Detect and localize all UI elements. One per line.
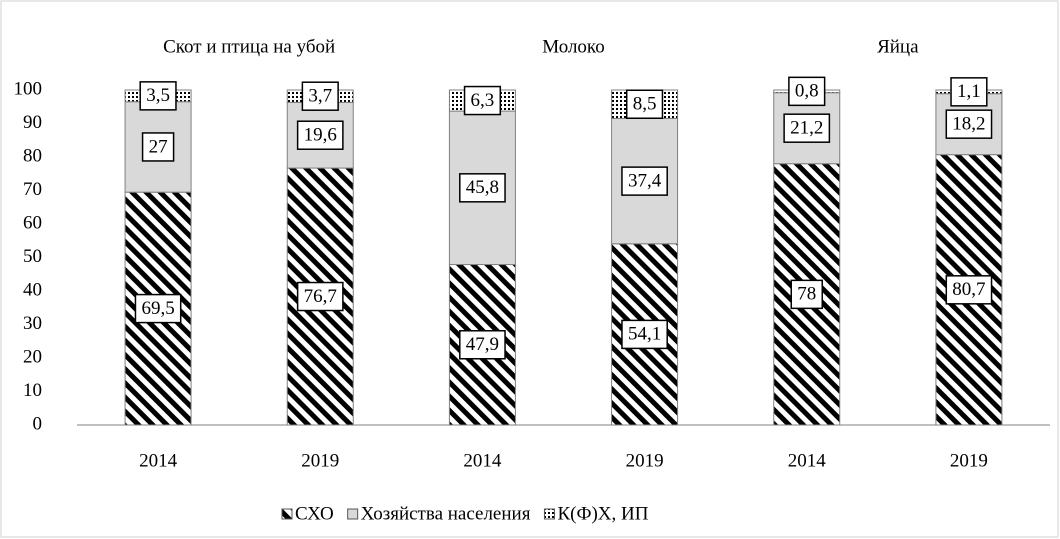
data-label-box: [301, 81, 339, 111]
y-tick-label: 40: [23, 279, 42, 300]
data-label: 45,8: [466, 177, 499, 198]
data-label-box: [625, 89, 664, 119]
data-label-box: [945, 275, 993, 305]
data-label: 27: [149, 136, 168, 157]
x-tick-label: 2014: [463, 450, 502, 471]
data-label: 78: [797, 284, 816, 305]
legend-label: СХО: [295, 503, 334, 524]
data-label: 6,3: [471, 90, 495, 111]
data-label-box: [463, 85, 502, 116]
x-tick-label: 2019: [950, 450, 988, 471]
y-tick-label: 90: [23, 112, 42, 133]
data-label-box: [459, 173, 506, 203]
data-label-box: [790, 279, 823, 310]
data-label: 8,5: [633, 94, 657, 115]
data-label: 76,7: [304, 286, 337, 307]
group-title: Яйца: [877, 36, 919, 57]
data-label-box: [621, 319, 668, 350]
data-label-box: [783, 113, 831, 143]
group-title: Молоко: [542, 36, 604, 57]
data-label: 47,9: [466, 334, 499, 355]
data-label: 3,5: [146, 85, 170, 106]
data-label: 0,8: [795, 81, 819, 102]
y-tick-label: 30: [23, 313, 42, 334]
legend-label: Хозяйства населения: [361, 503, 531, 524]
x-tick-label: 2019: [626, 450, 664, 471]
x-tick-label: 2019: [301, 450, 339, 471]
data-label-box: [139, 81, 177, 111]
data-label-box: [296, 120, 344, 150]
legend-label: К(Ф)Х, ИП: [557, 503, 648, 524]
x-tick-label: 2014: [788, 450, 827, 471]
legend-marker: [543, 508, 555, 520]
y-tick-label: 20: [23, 346, 42, 367]
data-label: 54,1: [628, 324, 661, 345]
y-tick-label: 100: [14, 78, 43, 99]
y-tick-label: 50: [23, 246, 42, 267]
y-tick-label: 60: [23, 212, 42, 233]
data-label-box: [134, 293, 182, 324]
data-label-box: [296, 281, 344, 312]
data-label: 18,2: [952, 114, 985, 135]
y-tick-label: 0: [33, 413, 43, 434]
data-label-box: [950, 77, 988, 107]
y-tick-label: 80: [23, 145, 42, 166]
y-tick-label: 70: [23, 179, 42, 200]
group-title: Скот и птица на убой: [163, 36, 335, 57]
data-label-box: [621, 166, 668, 196]
y-tick-label: 10: [23, 380, 42, 401]
data-label: 21,2: [790, 118, 823, 139]
legend-marker: [347, 508, 359, 520]
data-label-box: [141, 132, 175, 162]
data-label-box: [945, 109, 993, 139]
data-label: 69,5: [141, 298, 174, 319]
data-label: 37,4: [628, 170, 662, 191]
x-tick-label: 2014: [139, 450, 178, 471]
legend-marker: [281, 508, 293, 520]
data-label: 1,1: [957, 81, 981, 102]
data-label-box: [459, 330, 506, 360]
data-label-box: [788, 76, 826, 107]
data-label: 80,7: [952, 279, 985, 300]
data-label: 3,7: [308, 86, 332, 107]
data-label: 19,6: [304, 125, 337, 146]
